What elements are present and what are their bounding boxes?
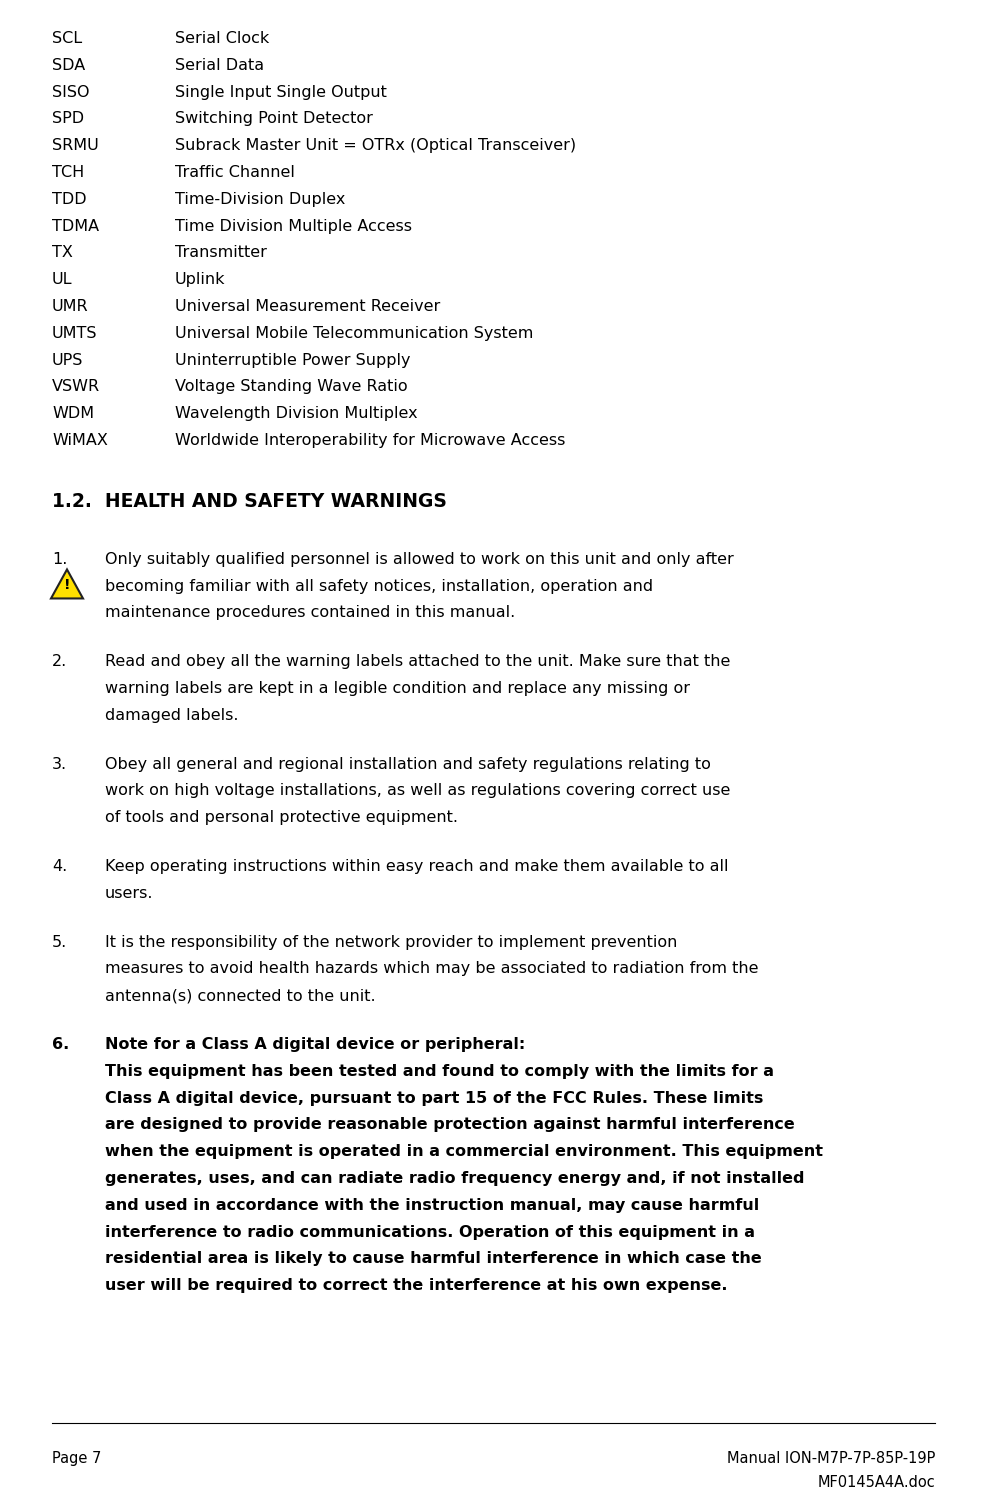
Text: user will be required to correct the interference at his own expense.: user will be required to correct the int… — [105, 1278, 728, 1293]
Text: UL: UL — [52, 272, 73, 287]
Text: of tools and personal protective equipment.: of tools and personal protective equipme… — [105, 811, 458, 826]
Text: 1.2.  HEALTH AND SAFETY WARNINGS: 1.2. HEALTH AND SAFETY WARNINGS — [52, 491, 447, 511]
Text: Uplink: Uplink — [175, 272, 226, 287]
Text: SPD: SPD — [52, 112, 84, 127]
Text: work on high voltage installations, as well as regulations covering correct use: work on high voltage installations, as w… — [105, 784, 731, 799]
Text: Keep operating instructions within easy reach and make them available to all: Keep operating instructions within easy … — [105, 858, 729, 873]
Text: 4.: 4. — [52, 858, 68, 873]
Text: UPS: UPS — [52, 352, 83, 367]
Text: Universal Mobile Telecommunication System: Universal Mobile Telecommunication Syste… — [175, 325, 534, 340]
Text: Class A digital device, pursuant to part 15 of the FCC Rules. These limits: Class A digital device, pursuant to part… — [105, 1090, 763, 1106]
Text: Serial Data: Serial Data — [175, 58, 264, 73]
Text: TDD: TDD — [52, 191, 86, 208]
Text: Read and obey all the warning labels attached to the unit. Make sure that the: Read and obey all the warning labels att… — [105, 654, 731, 669]
Text: VSWR: VSWR — [52, 379, 100, 394]
Text: UMTS: UMTS — [52, 325, 97, 340]
Text: Time-Division Duplex: Time-Division Duplex — [175, 191, 345, 208]
Text: and used in accordance with the instruction manual, may cause harmful: and used in accordance with the instruct… — [105, 1197, 759, 1212]
Text: residential area is likely to cause harmful interference in which case the: residential area is likely to cause harm… — [105, 1251, 762, 1266]
Text: interference to radio communications. Operation of this equipment in a: interference to radio communications. Op… — [105, 1224, 755, 1239]
Text: This equipment has been tested and found to comply with the limits for a: This equipment has been tested and found… — [105, 1065, 774, 1079]
Text: WDM: WDM — [52, 406, 94, 421]
Text: users.: users. — [105, 885, 153, 900]
Text: Single Input Single Output: Single Input Single Output — [175, 85, 387, 100]
Text: antenna(s) connected to the unit.: antenna(s) connected to the unit. — [105, 988, 376, 1003]
Text: Universal Measurement Receiver: Universal Measurement Receiver — [175, 299, 440, 314]
Text: Page 7: Page 7 — [52, 1451, 101, 1466]
Text: WiMAX: WiMAX — [52, 433, 108, 448]
Text: SISO: SISO — [52, 85, 89, 100]
Text: maintenance procedures contained in this manual.: maintenance procedures contained in this… — [105, 605, 515, 621]
Text: generates, uses, and can radiate radio frequency energy and, if not installed: generates, uses, and can radiate radio f… — [105, 1171, 804, 1185]
Text: Manual ION-M7P-7P-85P-19P: Manual ION-M7P-7P-85P-19P — [727, 1451, 935, 1466]
Text: UMR: UMR — [52, 299, 88, 314]
Text: TX: TX — [52, 245, 73, 260]
Text: MF0145A4A.doc: MF0145A4A.doc — [817, 1475, 935, 1490]
Text: measures to avoid health hazards which may be associated to radiation from the: measures to avoid health hazards which m… — [105, 961, 758, 976]
Text: TDMA: TDMA — [52, 218, 99, 233]
Text: Obey all general and regional installation and safety regulations relating to: Obey all general and regional installati… — [105, 757, 711, 772]
Text: Serial Clock: Serial Clock — [175, 31, 269, 46]
Text: Only suitably qualified personnel is allowed to work on this unit and only after: Only suitably qualified personnel is all… — [105, 552, 734, 567]
Text: warning labels are kept in a legible condition and replace any missing or: warning labels are kept in a legible con… — [105, 681, 690, 696]
Text: 5.: 5. — [52, 935, 68, 950]
Text: SDA: SDA — [52, 58, 85, 73]
Text: Uninterruptible Power Supply: Uninterruptible Power Supply — [175, 352, 410, 367]
Text: 3.: 3. — [52, 757, 67, 772]
Text: when the equipment is operated in a commercial environment. This equipment: when the equipment is operated in a comm… — [105, 1144, 823, 1159]
Text: 6.: 6. — [52, 1038, 70, 1053]
Text: SRMU: SRMU — [52, 139, 99, 154]
Text: 1.: 1. — [52, 552, 68, 567]
Text: Note for a Class A digital device or peripheral:: Note for a Class A digital device or per… — [105, 1038, 525, 1053]
Text: damaged labels.: damaged labels. — [105, 708, 238, 723]
Text: Traffic Channel: Traffic Channel — [175, 166, 295, 181]
Polygon shape — [51, 569, 83, 599]
Text: SCL: SCL — [52, 31, 82, 46]
Text: Switching Point Detector: Switching Point Detector — [175, 112, 373, 127]
Text: TCH: TCH — [52, 166, 84, 181]
Text: 2.: 2. — [52, 654, 68, 669]
Text: are designed to provide reasonable protection against harmful interference: are designed to provide reasonable prote… — [105, 1117, 795, 1132]
Text: It is the responsibility of the network provider to implement prevention: It is the responsibility of the network … — [105, 935, 677, 950]
Text: Voltage Standing Wave Ratio: Voltage Standing Wave Ratio — [175, 379, 408, 394]
Text: Subrack Master Unit = OTRx (Optical Transceiver): Subrack Master Unit = OTRx (Optical Tran… — [175, 139, 576, 154]
Text: Transmitter: Transmitter — [175, 245, 267, 260]
Text: Time Division Multiple Access: Time Division Multiple Access — [175, 218, 412, 233]
Text: !: ! — [64, 578, 71, 593]
Text: Wavelength Division Multiplex: Wavelength Division Multiplex — [175, 406, 418, 421]
Text: Worldwide Interoperability for Microwave Access: Worldwide Interoperability for Microwave… — [175, 433, 565, 448]
Text: becoming familiar with all safety notices, installation, operation and: becoming familiar with all safety notice… — [105, 579, 653, 594]
